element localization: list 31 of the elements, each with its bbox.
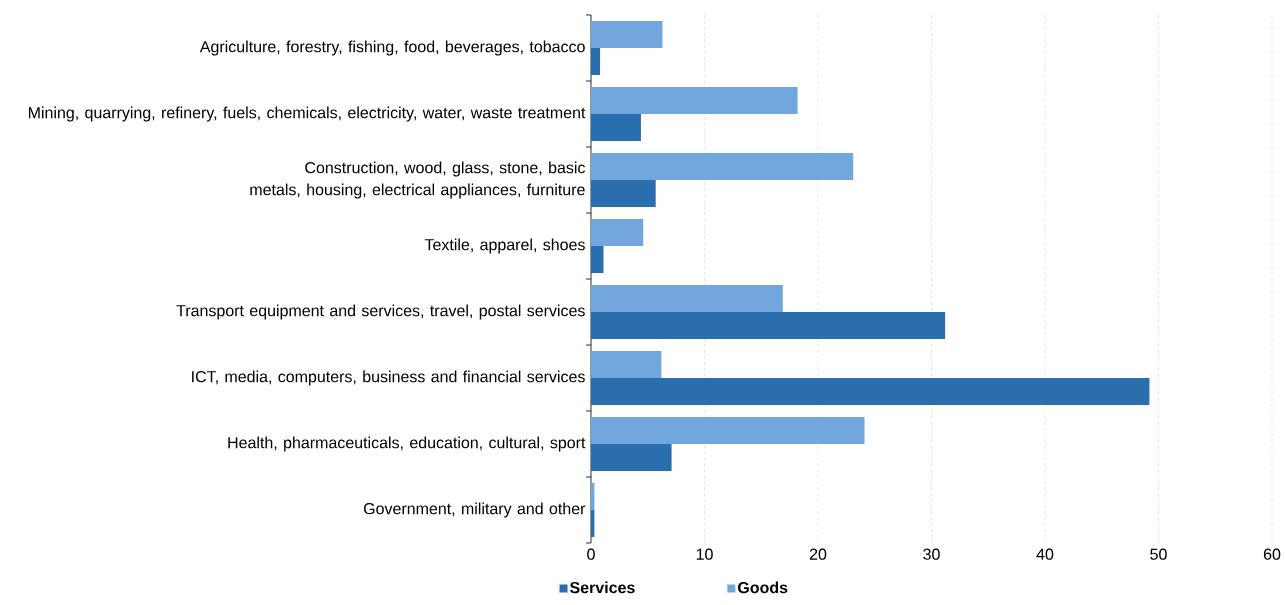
bar: [591, 48, 601, 76]
bar: [591, 444, 672, 472]
y-tick-label: Health, pharmaceuticals, education, cultural, sport: [228, 436, 586, 452]
bar: [591, 21, 663, 49]
x-tick-label: 40: [1036, 548, 1054, 560]
y-tick-label: Agriculture, forestry, fishing, food, beverages, tobacco: [199, 40, 585, 56]
legend-label: Goods: [738, 581, 788, 594]
x-tick-label: 50: [1150, 548, 1167, 560]
bar: [591, 417, 865, 445]
y-tick-label: ICT, media, computers, business and financial services: [192, 370, 585, 386]
y-tick-label: Construction, wood, glass, stone, basic metals, housing, electrical appliances, furniture: [250, 161, 586, 199]
bar: [591, 351, 662, 379]
x-tick-label: 0: [587, 548, 595, 560]
bar: [591, 312, 946, 340]
bar: [591, 114, 641, 142]
bar: [591, 153, 854, 181]
x-tick-label: 60: [1263, 548, 1281, 560]
bar: [591, 378, 1150, 406]
bar: [591, 285, 783, 313]
bar: [591, 180, 656, 208]
y-tick-label: Textile, apparel, shoes: [424, 238, 585, 254]
bar: [591, 219, 644, 247]
y-tick-label: Transport equipment and services, travel, postal services: [176, 304, 585, 320]
y-tick-label: Government, military and other: [363, 502, 586, 518]
x-tick-label: 30: [923, 548, 940, 560]
legend-label: Services: [569, 581, 635, 594]
y-tick-label: Mining, quarrying, refinery, fuels, chemicals, electricity, water, waste treatment: [28, 106, 586, 122]
x-tick-label: 10: [696, 548, 713, 560]
x-tick-label: 20: [809, 548, 827, 560]
bar: [591, 87, 798, 115]
bar: [591, 246, 604, 274]
